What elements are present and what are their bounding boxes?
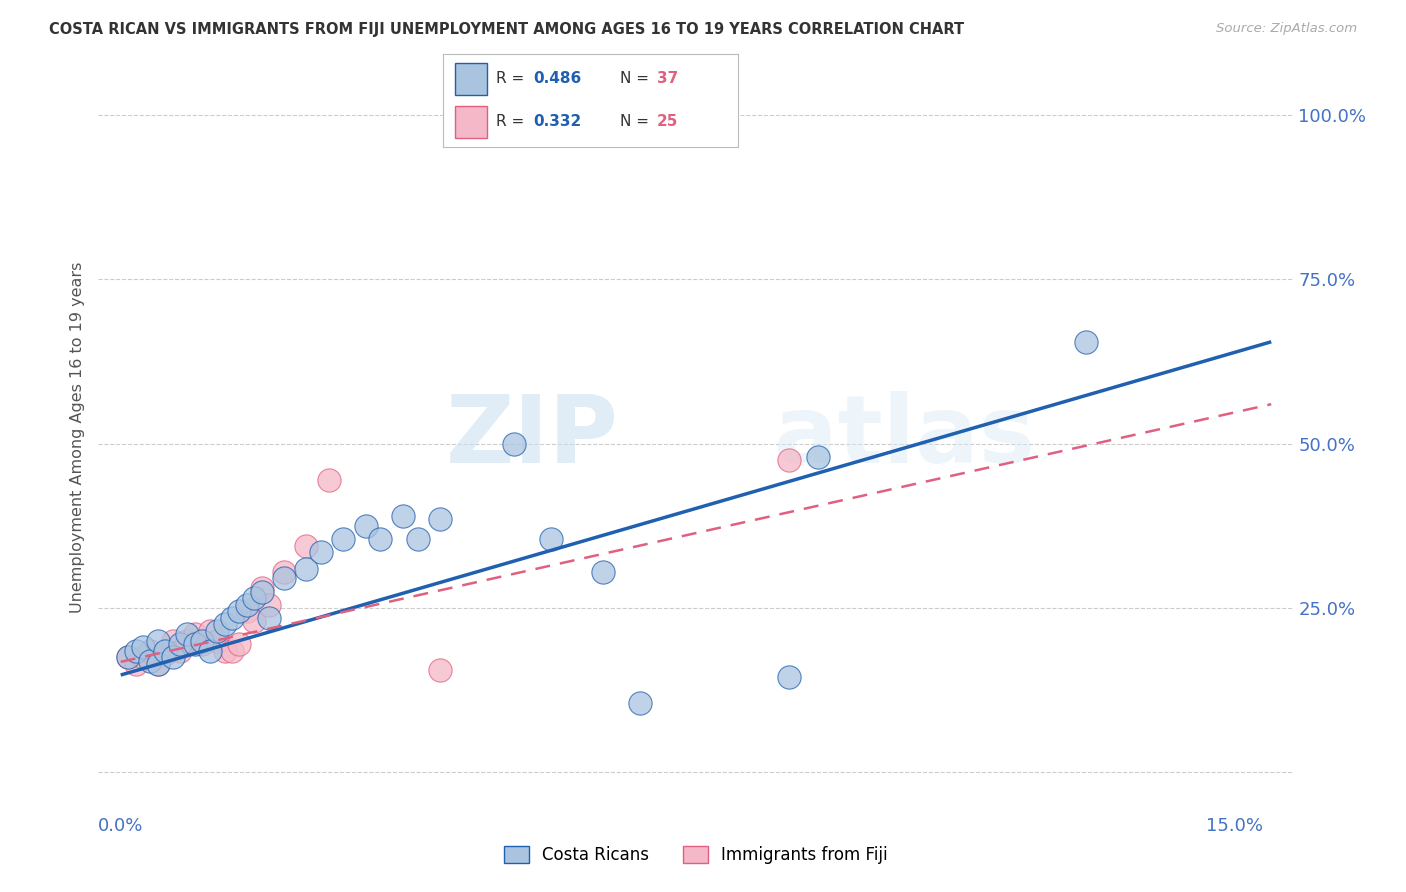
Text: 0.486: 0.486	[533, 71, 581, 87]
Point	[221, 611, 243, 625]
Point	[198, 643, 221, 657]
Point	[429, 664, 451, 678]
Point	[257, 611, 280, 625]
Point	[807, 450, 830, 464]
Point	[228, 604, 250, 618]
Point	[124, 643, 146, 657]
Text: N =: N =	[620, 114, 654, 129]
Text: 0.332: 0.332	[533, 114, 581, 129]
Point	[155, 643, 177, 657]
Point	[146, 657, 169, 671]
Point	[236, 598, 259, 612]
Point	[243, 591, 266, 606]
Point	[273, 565, 295, 579]
Point	[391, 508, 413, 523]
Point	[205, 633, 228, 648]
Point	[250, 584, 273, 599]
Y-axis label: Unemployment Among Ages 16 to 19 years: Unemployment Among Ages 16 to 19 years	[69, 261, 84, 613]
Text: atlas: atlas	[773, 391, 1035, 483]
Point	[592, 565, 614, 579]
Text: R =: R =	[496, 114, 529, 129]
Text: ZIP: ZIP	[446, 391, 619, 483]
Point	[176, 633, 198, 648]
Point	[221, 643, 243, 657]
Point	[124, 657, 146, 671]
Point	[257, 598, 280, 612]
Point	[205, 624, 228, 638]
Point	[370, 532, 392, 546]
Point	[406, 532, 429, 546]
Legend: Costa Ricans, Immigrants from Fiji: Costa Ricans, Immigrants from Fiji	[498, 839, 894, 871]
Point	[132, 650, 155, 665]
Point	[191, 637, 214, 651]
Point	[162, 633, 184, 648]
Point	[184, 637, 207, 651]
Point	[169, 643, 191, 657]
Point	[243, 614, 266, 628]
Point	[117, 650, 139, 665]
Point	[228, 637, 250, 651]
Point	[139, 654, 162, 668]
Text: 25: 25	[657, 114, 678, 129]
Point	[236, 604, 259, 618]
Point	[628, 696, 651, 710]
FancyBboxPatch shape	[454, 106, 486, 138]
Point	[169, 637, 191, 651]
Point	[184, 627, 207, 641]
Point	[155, 647, 177, 661]
Point	[309, 545, 332, 559]
Point	[162, 650, 184, 665]
Point	[132, 640, 155, 655]
Point	[778, 453, 800, 467]
Point	[778, 670, 800, 684]
Point	[354, 518, 377, 533]
Text: COSTA RICAN VS IMMIGRANTS FROM FIJI UNEMPLOYMENT AMONG AGES 16 TO 19 YEARS CORRE: COSTA RICAN VS IMMIGRANTS FROM FIJI UNEM…	[49, 22, 965, 37]
Point	[540, 532, 562, 546]
Text: N =: N =	[620, 71, 654, 87]
Point	[214, 617, 236, 632]
Point	[198, 624, 221, 638]
Point	[1074, 334, 1097, 349]
Point	[214, 643, 236, 657]
Point	[139, 643, 162, 657]
Point	[146, 633, 169, 648]
Text: 37: 37	[657, 71, 678, 87]
Point	[318, 473, 340, 487]
Point	[250, 581, 273, 595]
Point	[295, 539, 318, 553]
Text: R =: R =	[496, 71, 529, 87]
Point	[332, 532, 354, 546]
Point	[273, 571, 295, 585]
Point	[191, 633, 214, 648]
Point	[503, 436, 526, 450]
Point	[429, 512, 451, 526]
Text: Source: ZipAtlas.com: Source: ZipAtlas.com	[1216, 22, 1357, 36]
Point	[295, 561, 318, 575]
Point	[117, 650, 139, 665]
FancyBboxPatch shape	[454, 63, 486, 95]
Point	[146, 657, 169, 671]
Point	[176, 627, 198, 641]
